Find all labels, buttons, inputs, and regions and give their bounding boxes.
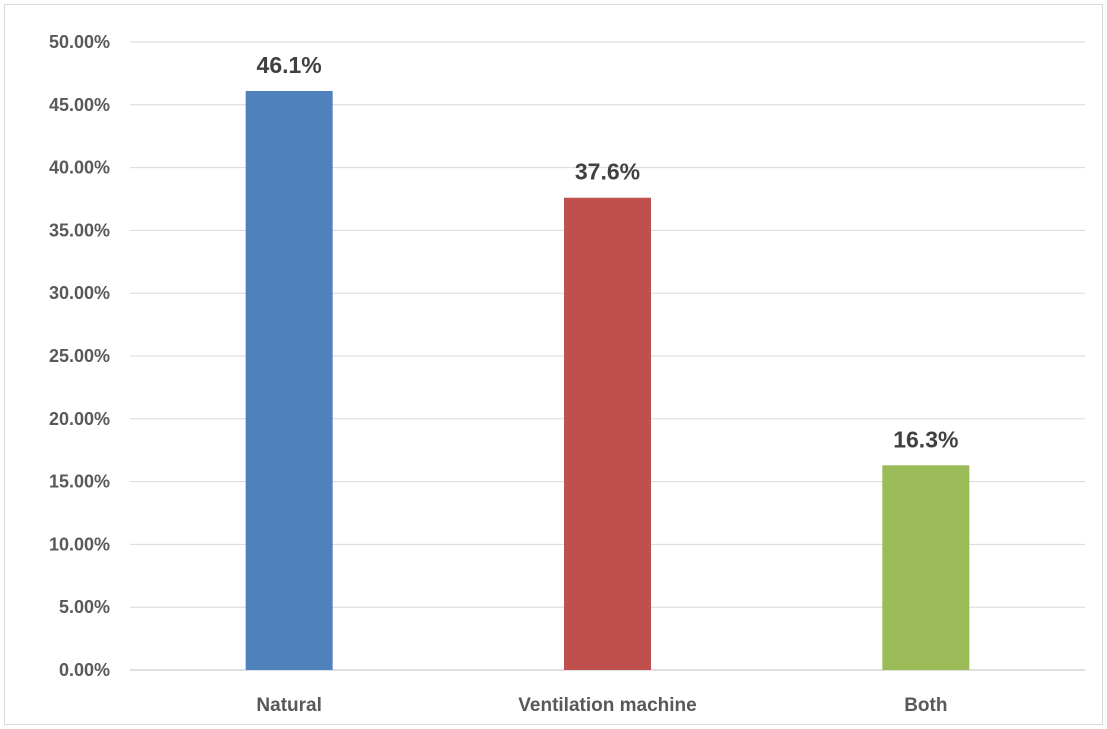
y-tick-label: 0.00% <box>59 660 110 680</box>
bar <box>245 90 333 670</box>
category-label: Both <box>904 695 947 716</box>
y-tick-label: 45.00% <box>49 95 110 115</box>
data-labels: 46.1% 37.6% 16.3% <box>257 52 959 452</box>
data-label: 16.3% <box>893 426 958 452</box>
data-label: 46.1% <box>257 52 322 78</box>
y-tick-label: 25.00% <box>49 346 110 366</box>
y-tick-label: 50.00% <box>49 32 110 52</box>
y-tick-label: 20.00% <box>49 409 110 429</box>
y-tick-label: 10.00% <box>49 534 110 554</box>
data-label: 37.6% <box>575 159 640 185</box>
category-label: Natural <box>256 695 321 716</box>
y-tick-label: 15.00% <box>49 472 110 492</box>
bar <box>564 197 651 670</box>
y-tick-label: 40.00% <box>49 158 110 178</box>
category-label: Ventilation machine <box>518 695 696 716</box>
y-tick-label: 30.00% <box>49 283 110 303</box>
y-tick-label: 35.00% <box>49 220 110 240</box>
y-tick-label: 5.00% <box>59 597 110 617</box>
bar <box>882 465 970 670</box>
bars <box>245 90 970 670</box>
x-axis-category-labels: Natural Ventilation machine Both <box>256 695 947 716</box>
y-axis-tick-labels: 0.00% 5.00% 10.00% 15.00% 20.00% 25.00% 30.00%… <box>49 32 110 680</box>
